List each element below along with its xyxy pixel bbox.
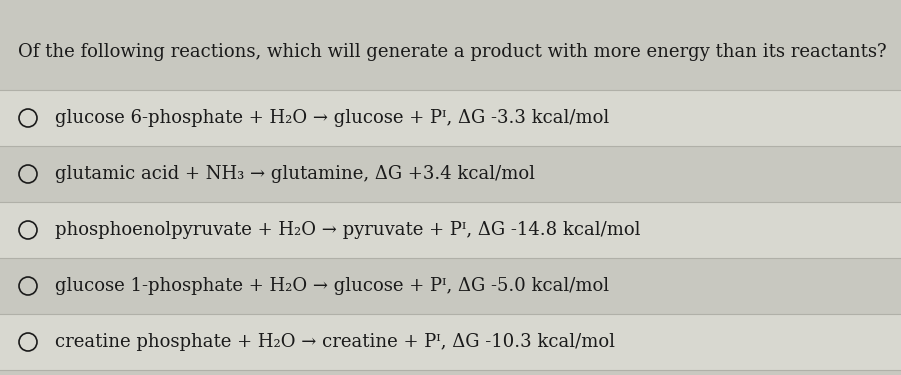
Bar [0,314,901,370]
Bar [0,0,901,90]
Bar [0,146,901,202]
Bar [0,258,901,314]
Text: phosphoenolpyruvate + H₂O → pyruvate + Pᴵ, ΔG -14.8 kcal/mol: phosphoenolpyruvate + H₂O → pyruvate + P… [55,221,641,239]
Bar [0,90,901,146]
Text: creatine phosphate + H₂O → creatine + Pᴵ, ΔG -10.3 kcal/mol: creatine phosphate + H₂O → creatine + Pᴵ… [55,333,615,351]
Text: Of the following reactions, which will generate a product with more energy than : Of the following reactions, which will g… [18,43,887,61]
Text: glucose 1-phosphate + H₂O → glucose + Pᴵ, ΔG -5.0 kcal/mol: glucose 1-phosphate + H₂O → glucose + Pᴵ… [55,277,609,295]
Text: glucose 6-phosphate + H₂O → glucose + Pᴵ, ΔG -3.3 kcal/mol: glucose 6-phosphate + H₂O → glucose + Pᴵ… [55,109,609,127]
Bar [0,202,901,258]
Text: glutamic acid + NH₃ → glutamine, ΔG +3.4 kcal/mol: glutamic acid + NH₃ → glutamine, ΔG +3.4… [55,165,535,183]
